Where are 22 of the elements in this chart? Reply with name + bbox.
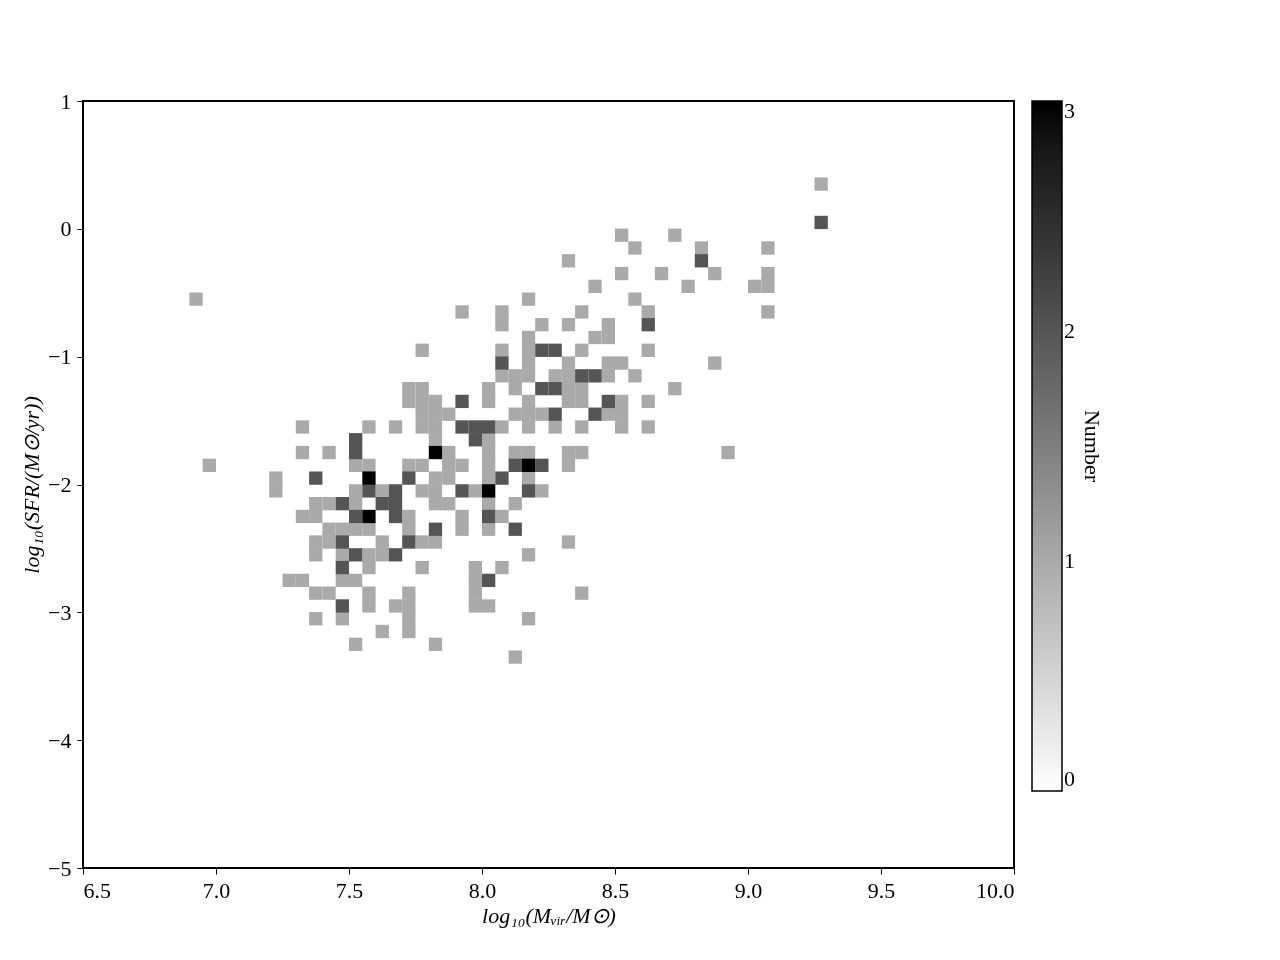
y-axis-title: log₁₀(SFR/(M⊙/yr)) <box>19 396 45 574</box>
color-bar-label: 3 <box>1064 98 1075 123</box>
y-tick-label: −5 <box>48 855 72 881</box>
x-tick-label: 8.5 <box>601 877 630 903</box>
y-tick-label: −3 <box>48 599 72 625</box>
y-tick-label: 1 <box>60 88 72 114</box>
x-tick-label: 7.5 <box>335 877 364 903</box>
y-tick-label: −1 <box>48 344 72 370</box>
y-tick-label: 0 <box>60 216 72 242</box>
x-tick-label: 7.0 <box>202 877 231 903</box>
x-tick-label: 8.0 <box>468 877 497 903</box>
color-bar-title: Number <box>1080 409 1105 483</box>
y-tick-label: −4 <box>48 727 72 753</box>
color-bar-label: 0 <box>1064 766 1075 791</box>
x-tick-label: 9.0 <box>734 877 763 903</box>
x-tick-label: 10.0 <box>976 877 1015 903</box>
color-bar-label: 2 <box>1064 318 1075 343</box>
x-axis-title: log₁₀(Mᵥᵢᵣ/M⊙) <box>482 902 616 928</box>
x-tick-label: 9.5 <box>867 877 896 903</box>
x-tick-label: 6.5 <box>83 877 111 903</box>
color-bar-label: 1 <box>1064 548 1075 573</box>
y-tick-label: −2 <box>48 472 72 497</box>
